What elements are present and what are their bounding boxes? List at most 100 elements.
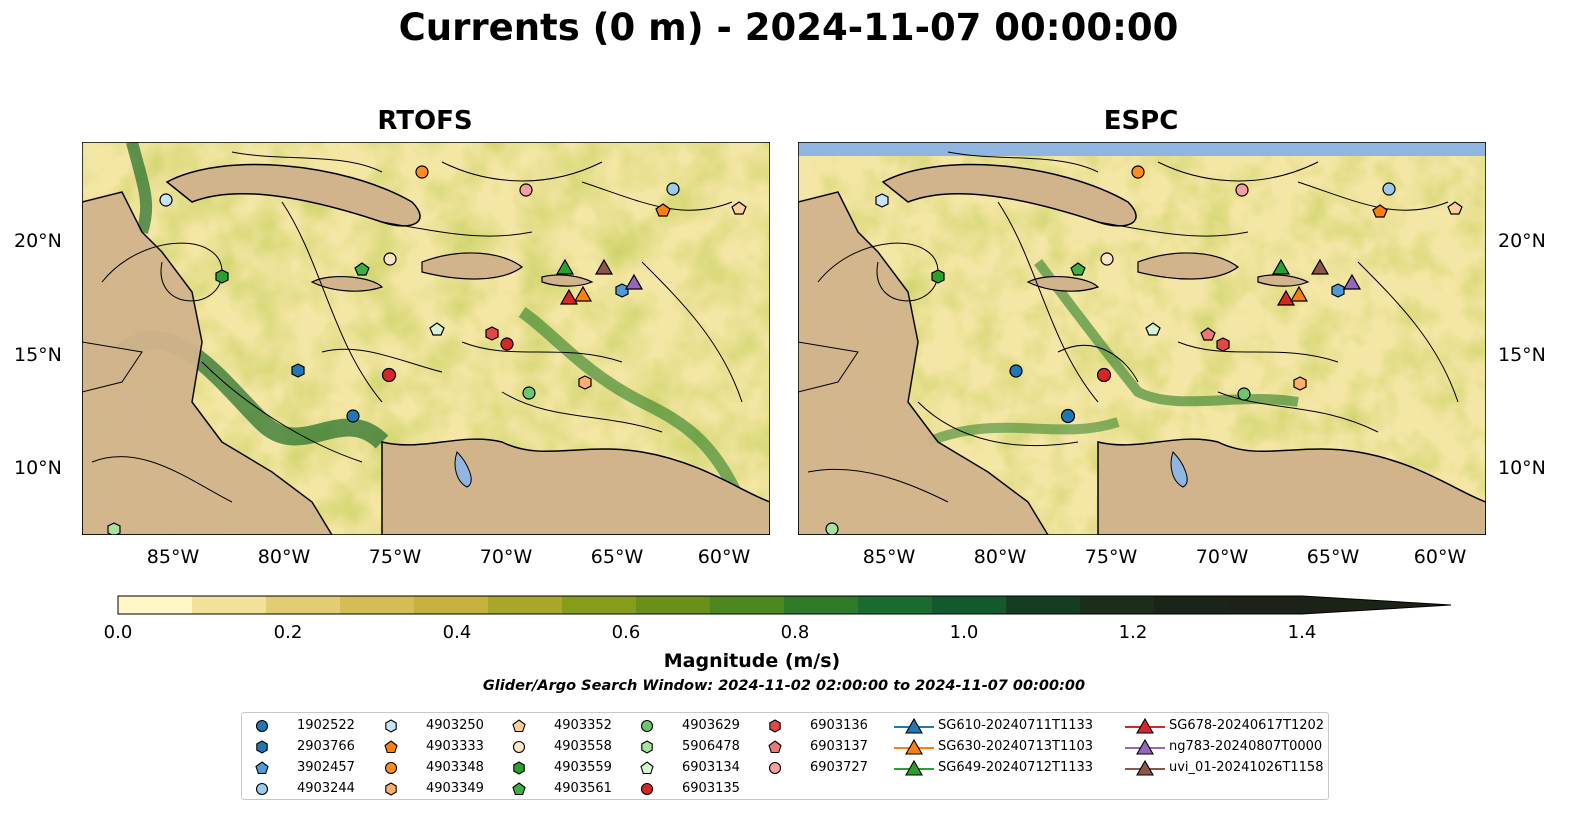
lon-tick-label: 85°W	[862, 546, 916, 568]
lon-tick-label: 60°W	[697, 546, 751, 568]
legend-label: ng783-20240807T0000	[1169, 739, 1323, 754]
colorbar-segment	[266, 596, 341, 614]
lon-tick-label: 70°W	[479, 546, 533, 568]
legend-label: 4903348	[426, 760, 484, 775]
colorbar-segment	[1080, 596, 1155, 614]
panel-title-espc: ESPC	[1103, 106, 1179, 136]
legend-label: 4903244	[297, 781, 355, 796]
colorbar-segment	[340, 596, 415, 614]
figure-title: Currents (0 m) - 2024-11-07 00:00:00	[398, 6, 1179, 49]
hexagon-marker-icon	[256, 740, 268, 754]
triangle-marker-icon	[1125, 759, 1165, 776]
colorbar-tick-label: 1.2	[1118, 622, 1148, 643]
pentagon-marker-icon	[512, 782, 526, 796]
colorbar-tick-label: 0.4	[442, 622, 472, 643]
legend-label: 6903135	[682, 781, 740, 796]
triangle-marker-icon	[894, 717, 934, 734]
lat-tick-label: 20°N	[14, 230, 62, 252]
lon-tick-label: 85°W	[146, 546, 200, 568]
legend-label: 5906478	[682, 739, 740, 754]
circle-marker-icon	[255, 719, 269, 733]
circle-marker-icon	[384, 761, 398, 775]
pentagon-marker-icon	[640, 761, 654, 775]
legend-label: 4903352	[554, 718, 612, 733]
lon-tick-label: 60°W	[1413, 546, 1467, 568]
colorbar-segment	[192, 596, 267, 614]
triangle-marker-icon	[1125, 717, 1165, 734]
lon-tick-label: 65°W	[590, 546, 644, 568]
colorbar-outline	[117, 595, 1452, 615]
pentagon-marker-icon	[384, 740, 398, 754]
colorbar-tick-label: 0.2	[273, 622, 303, 643]
legend-label: 6903134	[682, 760, 740, 775]
pentagon-marker-icon	[255, 761, 269, 775]
legend-label: 6903137	[810, 739, 868, 754]
legend-label: 4903250	[426, 718, 484, 733]
map-rtofs	[82, 142, 770, 535]
colorbar-segment	[710, 596, 785, 614]
hexagon-marker-icon	[385, 719, 397, 733]
circle-marker-icon	[255, 782, 269, 796]
colorbar-tick-label: 1.0	[949, 622, 979, 643]
lon-tick-label: 75°W	[368, 546, 422, 568]
legend-label: SG630-20240713T1103	[938, 739, 1094, 754]
legend-label: SG649-20240712T1133	[938, 760, 1094, 775]
legend-label: 6903727	[810, 760, 868, 775]
colorbar-segment	[932, 596, 1007, 614]
triangle-marker-icon	[894, 759, 934, 776]
colorbar-segment	[1154, 596, 1229, 614]
lon-tick-label: 75°W	[1084, 546, 1138, 568]
colorbar-segment	[488, 596, 563, 614]
panel-title-rtofs: RTOFS	[377, 106, 473, 136]
colorbar-tick-label: 0.0	[103, 622, 133, 643]
lat-tick-label: 20°N	[1498, 230, 1546, 252]
legend-label: 3902457	[297, 760, 355, 775]
colorbar-segment	[1006, 596, 1081, 614]
triangle-marker-icon	[1125, 738, 1165, 755]
legend-label: 2903766	[297, 739, 355, 754]
lat-tick-label: 10°N	[14, 457, 62, 479]
colorbar-segment	[784, 596, 859, 614]
triangle-marker-icon	[894, 738, 934, 755]
hexagon-marker-icon	[385, 782, 397, 796]
lat-tick-label: 15°N	[1498, 344, 1546, 366]
legend-label: 4903559	[554, 760, 612, 775]
legend-label: 6903136	[810, 718, 868, 733]
colorbar-extend-arrow	[1302, 596, 1451, 614]
colorbar-tick-label: 0.8	[780, 622, 810, 643]
circle-marker-icon	[640, 719, 654, 733]
lon-tick-label: 80°W	[973, 546, 1027, 568]
pentagon-marker-icon	[512, 719, 526, 733]
colorbar-tick-label: 0.6	[611, 622, 641, 643]
colorbar-segment	[118, 596, 193, 614]
map-espc	[798, 142, 1486, 535]
colorbar-segment	[414, 596, 489, 614]
legend-label: SG610-20240711T1133	[938, 718, 1094, 733]
legend-label: 4903629	[682, 718, 740, 733]
colorbar-segment	[562, 596, 637, 614]
legend-label: 1902522	[297, 718, 355, 733]
lat-tick-label: 10°N	[1498, 457, 1546, 479]
hexagon-marker-icon	[513, 761, 525, 775]
legend-label: 4903349	[426, 781, 484, 796]
legend-label: uvi_01-20241026T1158	[1169, 760, 1324, 775]
circle-marker-icon	[640, 782, 654, 796]
legend: 1902522 2903766 3902457 4903244 4903250 49033…	[241, 712, 1329, 800]
circle-marker-icon	[768, 761, 782, 775]
colorbar-segment	[1228, 596, 1303, 614]
lon-tick-label: 80°W	[257, 546, 311, 568]
pentagon-marker-icon	[768, 740, 782, 754]
legend-label: 4903333	[426, 739, 484, 754]
circle-marker-icon	[512, 740, 526, 754]
colorbar-segment	[636, 596, 711, 614]
lon-tick-label: 65°W	[1306, 546, 1360, 568]
legend-label: SG678-20240617T1202	[1169, 718, 1325, 733]
search-window-caption: Glider/Argo Search Window: 2024-11-02 02…	[482, 678, 1086, 694]
hexagon-marker-icon	[641, 740, 653, 754]
lat-tick-label: 15°N	[14, 344, 62, 366]
colorbar-tick-label: 1.4	[1287, 622, 1317, 643]
colorbar-label: Magnitude (m/s)	[663, 650, 841, 672]
lon-tick-label: 70°W	[1195, 546, 1249, 568]
hexagon-marker-icon	[769, 719, 781, 733]
colorbar	[117, 595, 1452, 615]
